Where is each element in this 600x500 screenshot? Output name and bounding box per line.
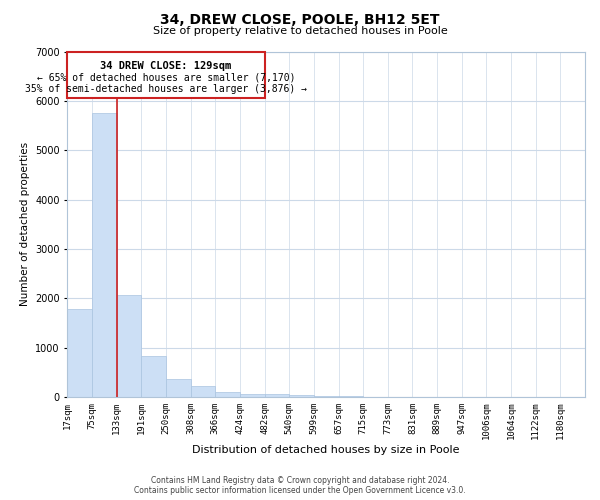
Bar <box>240 394 265 397</box>
Bar <box>191 386 215 397</box>
Bar <box>265 394 289 397</box>
Bar <box>289 396 314 397</box>
Bar <box>166 378 191 397</box>
X-axis label: Distribution of detached houses by size in Poole: Distribution of detached houses by size … <box>193 445 460 455</box>
Bar <box>117 296 142 397</box>
Y-axis label: Number of detached properties: Number of detached properties <box>20 142 29 306</box>
Bar <box>142 356 166 397</box>
Bar <box>314 396 338 397</box>
Text: ← 65% of detached houses are smaller (7,170): ← 65% of detached houses are smaller (7,… <box>37 72 295 83</box>
Text: 34, DREW CLOSE, POOLE, BH12 5ET: 34, DREW CLOSE, POOLE, BH12 5ET <box>160 12 440 26</box>
Text: Size of property relative to detached houses in Poole: Size of property relative to detached ho… <box>152 26 448 36</box>
Bar <box>215 392 240 397</box>
Text: 35% of semi-detached houses are larger (3,876) →: 35% of semi-detached houses are larger (… <box>25 84 307 94</box>
Text: 34 DREW CLOSE: 129sqm: 34 DREW CLOSE: 129sqm <box>100 62 232 72</box>
Bar <box>67 309 92 397</box>
Bar <box>67 52 265 98</box>
Bar <box>92 113 117 397</box>
Text: Contains HM Land Registry data © Crown copyright and database right 2024.
Contai: Contains HM Land Registry data © Crown c… <box>134 476 466 495</box>
